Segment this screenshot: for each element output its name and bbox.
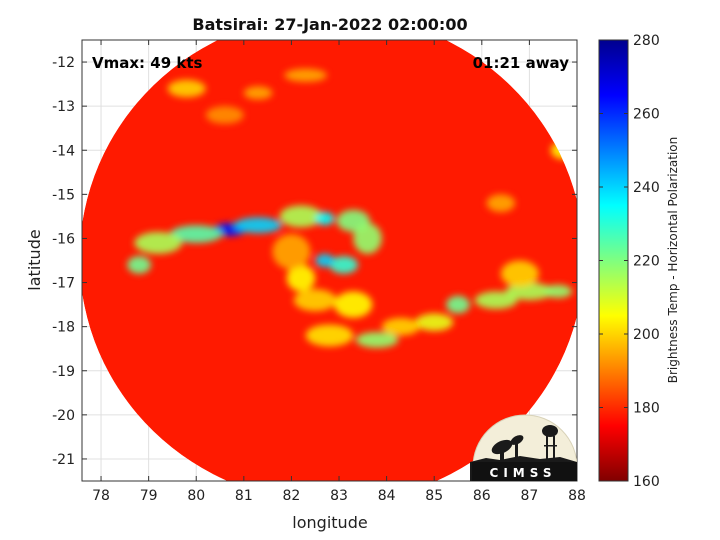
brightness-feature xyxy=(305,324,354,347)
vmax-annotation: Vmax: 49 kts xyxy=(92,54,202,72)
x-tick-label: 81 xyxy=(235,488,253,504)
brightness-feature xyxy=(381,317,420,336)
colorbar-ticks: 160 180 200 220 240 260 280 xyxy=(599,33,660,490)
y-tick-label: -12 xyxy=(52,55,75,71)
y-tick-label: -19 xyxy=(52,364,75,380)
colorbar-tick-label: 240 xyxy=(633,180,660,196)
axes-box xyxy=(81,39,578,482)
y-tick-label: -17 xyxy=(52,276,75,292)
brightness-feature xyxy=(134,231,182,254)
colorbar-tick-label: 280 xyxy=(633,33,660,49)
brightness-feature xyxy=(279,205,323,228)
y-tick-label: -21 xyxy=(52,452,75,468)
brightness-feature xyxy=(415,313,454,332)
brightness-feature xyxy=(329,256,359,274)
y-axis-ticks: -12 -13 -14 -15 -16 -17 -18 -19 -20 -21 xyxy=(52,55,577,468)
brightness-feature xyxy=(500,260,539,287)
brightness-feature xyxy=(315,211,335,226)
y-axis-label: latitude xyxy=(25,229,44,290)
colorbar-tick-label: 220 xyxy=(633,254,660,270)
colorbar-tick-label: 200 xyxy=(633,327,660,343)
brightness-feature xyxy=(127,256,152,274)
x-tick-label: 87 xyxy=(520,488,538,504)
brightness-feature xyxy=(272,234,311,270)
brightness-feature xyxy=(474,291,518,310)
y-tick-label: -13 xyxy=(52,99,75,115)
brightness-feature xyxy=(286,264,316,292)
x-tick-label: 85 xyxy=(425,488,443,504)
chart-title: Batsirai: 27-Jan-2022 02:00:00 xyxy=(192,15,467,34)
x-tick-label: 84 xyxy=(378,488,396,504)
x-tick-label: 79 xyxy=(140,488,158,504)
colorbar xyxy=(598,39,629,482)
brightness-feature xyxy=(205,106,244,124)
brightness-feature xyxy=(334,291,373,318)
x-tick-label: 88 xyxy=(568,488,586,504)
brightness-feature xyxy=(284,68,328,82)
y-tick-label: -18 xyxy=(52,320,75,336)
brightness-feature xyxy=(315,253,335,268)
brightness-temp-swath xyxy=(82,40,577,481)
x-tick-label: 78 xyxy=(92,488,110,504)
y-tick-label: -15 xyxy=(52,187,75,203)
brightness-feature xyxy=(293,289,337,312)
brightness-feature xyxy=(170,225,223,243)
brightness-feature xyxy=(234,217,282,234)
colorbar-tick-label: 260 xyxy=(633,107,660,123)
colorbar-label: Brightness Temp - Horizontal Polarizatio… xyxy=(666,137,680,384)
cimss-logo: CIMSS xyxy=(470,414,577,481)
x-axis-label: longitude xyxy=(292,513,367,532)
x-tick-label: 80 xyxy=(187,488,205,504)
colorbar-tick-label: 180 xyxy=(633,401,660,417)
cimss-logo-text: CIMSS xyxy=(490,466,557,480)
colorbar-tick-label: 160 xyxy=(633,474,660,490)
brightness-feature xyxy=(543,284,573,298)
brightness-feature xyxy=(353,223,382,254)
brightness-feature xyxy=(446,295,470,314)
time-away-annotation: 01:21 away xyxy=(473,54,570,72)
x-tick-label: 83 xyxy=(330,488,348,504)
brightness-feature xyxy=(505,282,554,301)
brightness-feature xyxy=(355,331,399,348)
y-tick-label: -14 xyxy=(52,143,75,159)
x-tick-label: 86 xyxy=(473,488,491,504)
brightness-feature xyxy=(486,194,516,212)
x-tick-label: 82 xyxy=(283,488,301,504)
y-tick-label: -20 xyxy=(52,408,75,424)
x-axis-ticks: 78 79 80 81 82 83 84 85 86 87 88 xyxy=(92,40,586,504)
brightness-feature xyxy=(167,79,206,98)
brightness-feature xyxy=(243,86,273,100)
y-tick-label: -16 xyxy=(52,231,75,247)
